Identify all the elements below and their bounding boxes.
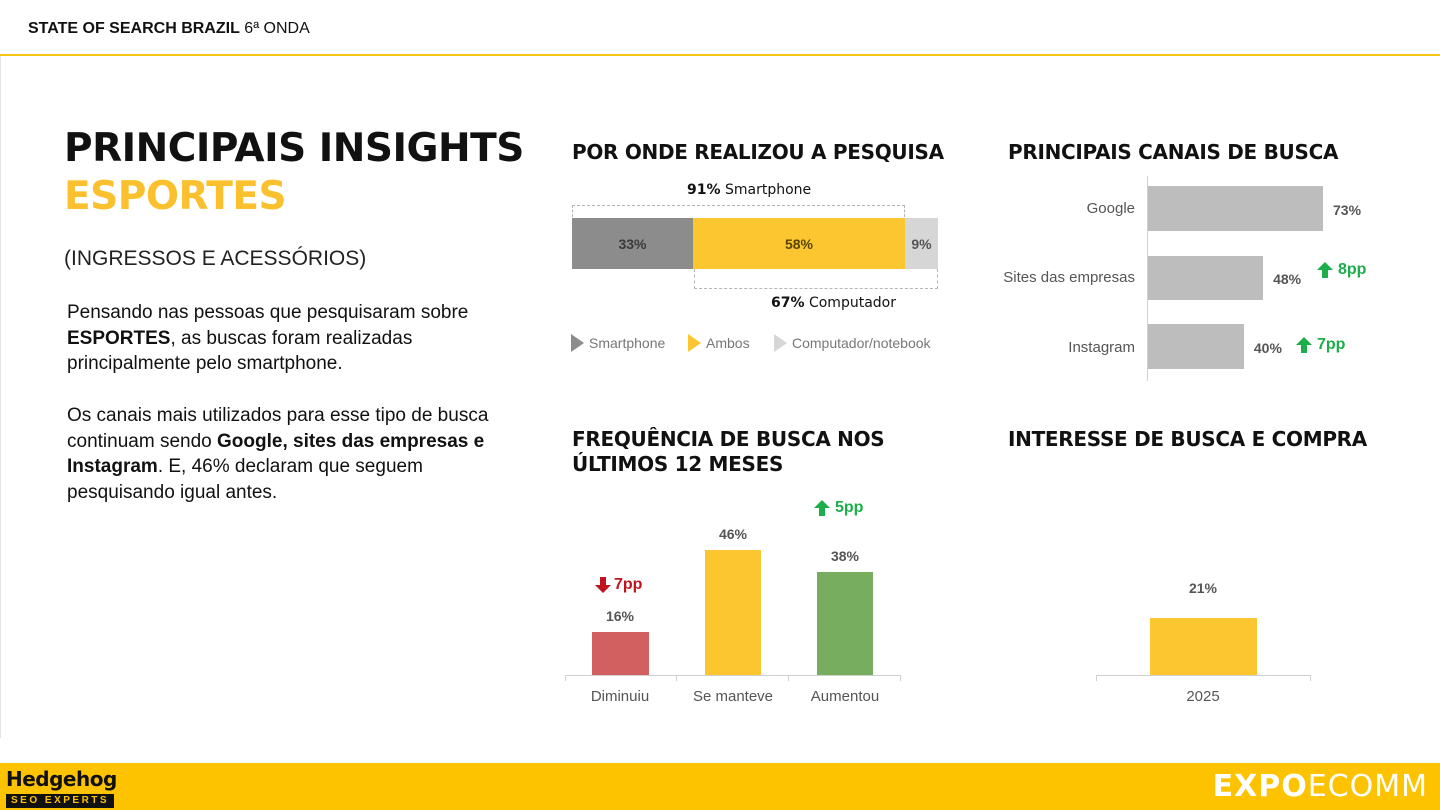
legend-ambos-marker-icon (688, 334, 701, 352)
header-title-rest: 6ª ONDA (240, 20, 310, 37)
computer-total-value: 67% (771, 295, 805, 311)
segment-computador-label: 9% (911, 236, 931, 252)
page-subtitle: (INGRESSOS E ACESSÓRIOS) (64, 247, 366, 271)
computer-total-text: Computador (809, 295, 896, 311)
interest-bar-2025 (1150, 618, 1257, 675)
para1-text-a: Pensando nas pessoas que pesquisaram sob… (67, 302, 468, 323)
frequency-axis-tick (900, 675, 901, 681)
page-title-category: ESPORTES (64, 174, 286, 219)
legend-computador-label: Computador/notebook (792, 335, 931, 351)
frequency-change-diminuiu: 7pp (594, 576, 642, 594)
computer-total-bracket (694, 269, 938, 289)
smartphone-total-bracket (572, 205, 905, 217)
legend-smartphone: Smartphone (571, 334, 665, 352)
frequency-value-aumentou: 38% (805, 548, 885, 564)
frequency-value-diminuiu: 16% (580, 608, 660, 624)
para1-bold: ESPORTES (67, 328, 170, 349)
channel-value-sites: 48% (1273, 271, 1301, 287)
slide-header: STATE OF SEARCH BRAZIL 6ª ONDA (0, 0, 1440, 56)
frequency-title-line1: FREQUÊNCIA DE BUSCA NOS (572, 427, 884, 451)
interest-x-axis (1096, 675, 1311, 676)
channel-label-google: Google (1087, 200, 1135, 217)
smartphone-total-text: Smartphone (725, 182, 811, 198)
frequency-category-se-manteve: Se manteve (673, 688, 793, 705)
smartphone-total-label: 91% Smartphone (687, 182, 811, 198)
legend-smartphone-marker-icon (571, 334, 584, 352)
legend-computador-marker-icon (774, 334, 787, 352)
hedgehog-logo: Hedgehog SEO EXPERTS (6, 768, 117, 808)
channel-change-instagram-label: 7pp (1317, 336, 1345, 354)
channel-bar-sites (1148, 256, 1263, 300)
smartphone-total-value: 91% (687, 182, 721, 198)
arrow-down-icon (594, 576, 612, 594)
interest-axis-tick (1310, 675, 1311, 681)
channels-chart-title: PRINCIPAIS CANAIS DE BUSCA (1008, 140, 1338, 165)
frequency-bar-se-manteve (705, 550, 761, 675)
channel-value-google: 73% (1333, 202, 1361, 218)
slide-footer: Hedgehog SEO EXPERTS EXPOECOMM (0, 763, 1440, 810)
arrow-up-icon (1316, 261, 1334, 279)
channel-label-sites: Sites das empresas (1003, 269, 1135, 286)
channel-change-sites: 8pp (1316, 261, 1366, 279)
legend-ambos-label: Ambos (706, 335, 750, 351)
channel-value-instagram: 40% (1254, 340, 1282, 356)
interest-chart-title: INTERESSE DE BUSCA E COMPRA (1008, 427, 1367, 452)
legend-smartphone-label: Smartphone (589, 335, 665, 351)
hedgehog-logo-sub: SEO EXPERTS (6, 794, 114, 808)
interest-category-2025: 2025 (1143, 688, 1263, 705)
frequency-chart-title: FREQUÊNCIA DE BUSCA NOS ÚLTIMOS 12 MESES (572, 427, 884, 477)
device-chart-title: POR ONDE REALIZOU A PESQUISA (572, 140, 944, 165)
frequency-change-aumentou: 5pp (813, 499, 863, 517)
channel-change-sites-label: 8pp (1338, 261, 1366, 279)
arrow-up-icon (813, 499, 831, 517)
frequency-axis-tick (788, 675, 789, 681)
insight-paragraph-2: Os canais mais utilizados para esse tipo… (67, 403, 507, 505)
frequency-category-aumentou: Aumentou (785, 688, 905, 705)
frequency-bar-diminuiu (592, 632, 649, 675)
left-divider (0, 56, 1, 738)
segment-computador: 9% (905, 218, 938, 269)
segment-ambos-label: 58% (785, 236, 813, 252)
segment-ambos: 58% (693, 218, 905, 269)
computer-total-label: 67% Computador (771, 295, 896, 311)
frequency-axis-tick (565, 675, 566, 681)
expoecomm-logo-bold: EXPO (1213, 769, 1308, 804)
frequency-x-axis (565, 675, 901, 676)
frequency-change-up-label: 5pp (835, 499, 863, 517)
header-title-bold: STATE OF SEARCH BRAZIL (28, 20, 240, 37)
segment-smartphone-label: 33% (618, 236, 646, 252)
legend-ambos: Ambos (688, 334, 750, 352)
frequency-category-diminuiu: Diminuiu (560, 688, 680, 705)
frequency-title-line2: ÚLTIMOS 12 MESES (572, 452, 783, 476)
segment-smartphone: 33% (572, 218, 693, 269)
insight-paragraph-1: Pensando nas pessoas que pesquisaram sob… (67, 300, 507, 377)
page-title: PRINCIPAIS INSIGHTS (64, 126, 524, 171)
interest-axis-tick (1096, 675, 1097, 681)
channel-bar-google (1148, 186, 1323, 231)
interest-value-2025: 21% (1163, 580, 1243, 596)
frequency-bar-aumentou (817, 572, 873, 675)
arrow-up-icon (1295, 336, 1313, 354)
frequency-change-down-label: 7pp (614, 576, 642, 594)
hedgehog-logo-name: Hedgehog (6, 768, 117, 790)
channel-label-instagram: Instagram (1068, 339, 1135, 356)
frequency-value-se-manteve: 46% (693, 526, 773, 542)
legend-computador: Computador/notebook (774, 334, 931, 352)
channel-change-instagram: 7pp (1295, 336, 1345, 354)
expoecomm-logo-light: ECOMM (1308, 769, 1428, 804)
channel-bar-instagram (1148, 324, 1244, 369)
expoecomm-logo: EXPOECOMM (1213, 771, 1428, 803)
frequency-axis-tick (676, 675, 677, 681)
header-title: STATE OF SEARCH BRAZIL 6ª ONDA (28, 20, 310, 38)
